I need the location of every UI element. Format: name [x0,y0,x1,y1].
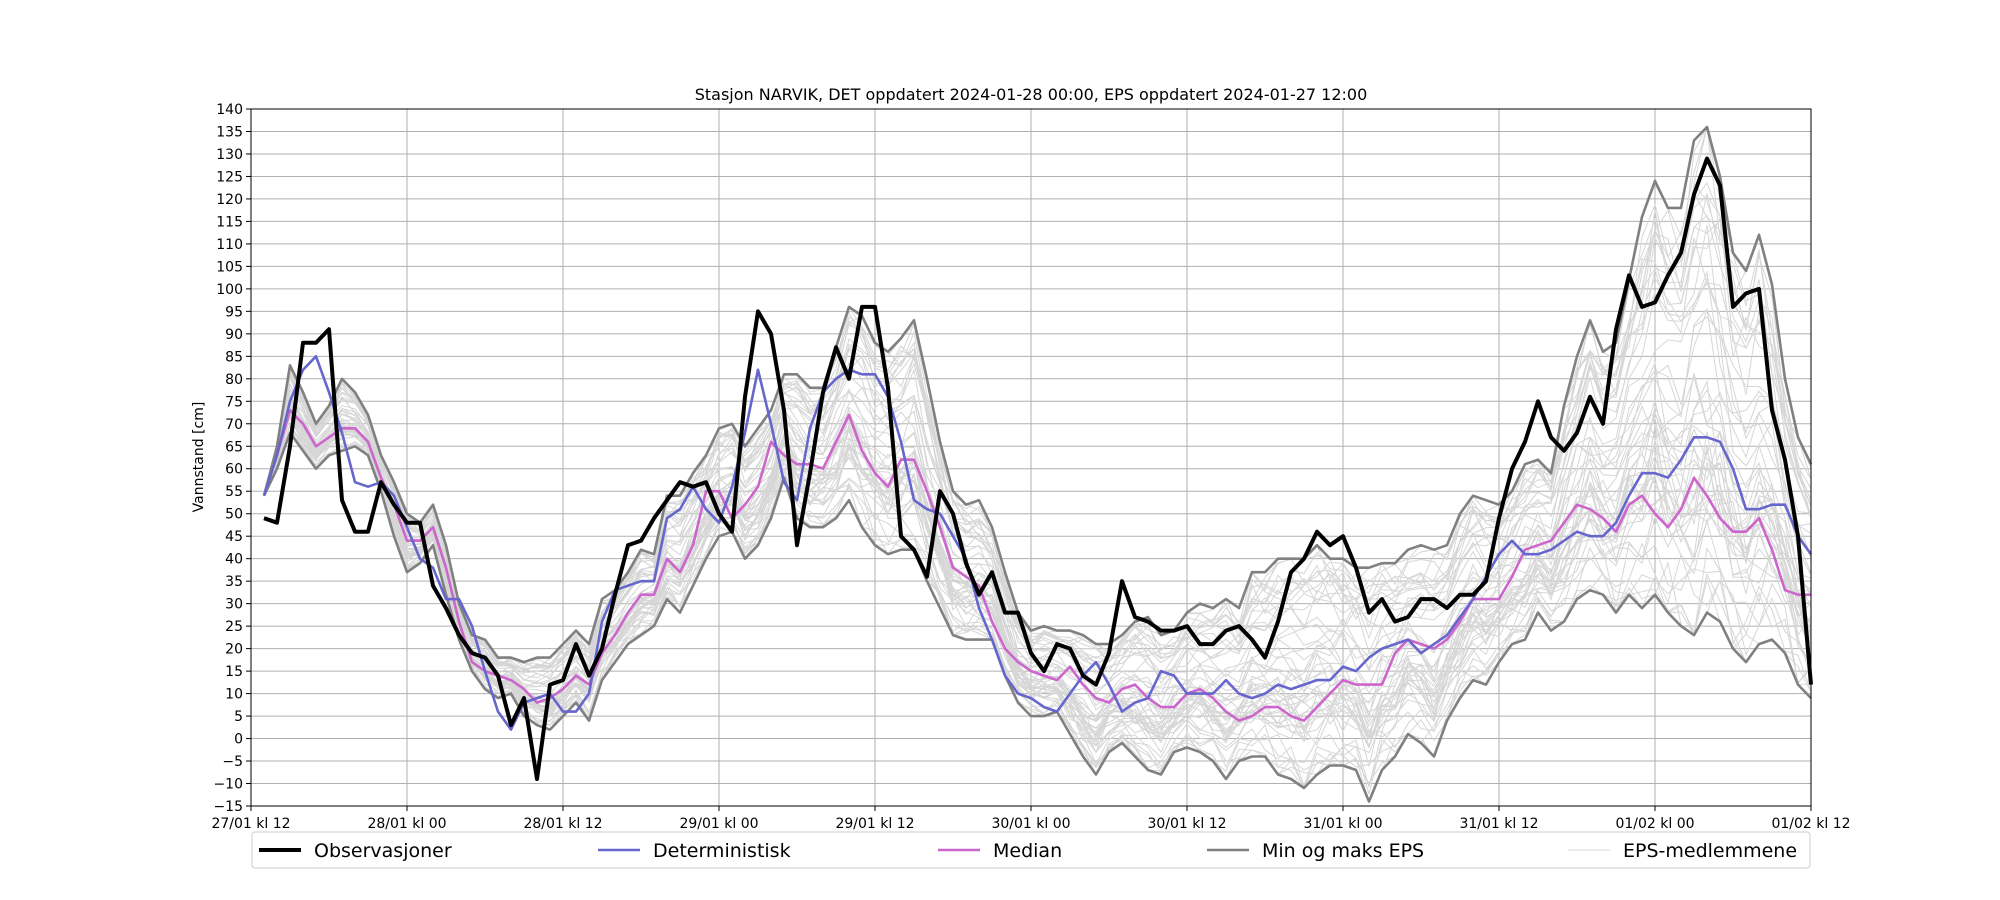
x-tick-label: 27/01 kl 12 [211,816,290,832]
y-tick-label: 35 [225,574,243,590]
eps-member-line [263,219,1812,672]
y-axis-label: Vannstand [cm] [191,402,207,513]
y-tick-label: 45 [225,529,243,545]
y-tick-label: 85 [225,349,243,365]
series-lines [262,125,1813,803]
y-tick-label: 5 [234,709,243,725]
y-tick-label: 120 [216,192,243,208]
x-tick-label: 31/01 kl 00 [1303,816,1382,832]
y-tick-label: 20 [225,642,243,658]
x-tick-label: 01/02 kl 00 [1615,816,1694,832]
x-tick-label: 28/01 kl 00 [367,816,446,832]
eps-member-line [263,224,1812,691]
eps-member-line [263,126,1812,668]
y-tick-label: 25 [225,619,243,635]
y-tick-label: 105 [216,259,243,275]
y-tick-label: 110 [216,237,243,253]
legend-label: EPS-medlemmene [1623,840,1797,862]
y-tick-label: −15 [213,799,243,815]
legend-label: Observasjoner [314,840,452,862]
series-line-min-og-maks-eps [262,431,1812,803]
x-axis-ticks: 27/01 kl 12 28/01 kl 00 28/01 kl 12 29/01 k… [211,806,1851,832]
y-tick-label: 15 [225,664,243,680]
y-tick-label: 60 [225,462,243,478]
legend: Observasjoner Deterministisk Median Min og … [251,831,1811,869]
y-tick-label: 135 [216,124,243,140]
chart-title: Stasjon NARVIK, DET oppdatert 2024-01-28… [695,85,1368,104]
y-tick-label: 30 [225,597,243,613]
eps-member-line [263,379,1812,735]
y-tick-label: 55 [225,484,243,500]
eps-member-line [263,397,1812,721]
y-tick-label: 70 [225,417,243,433]
y-tick-label: 140 [216,102,243,118]
y-tick-label: 125 [216,169,243,185]
eps-member-line [263,192,1812,668]
y-tick-label: 0 [234,732,243,748]
legend-box [251,831,1811,869]
y-tick-label: 40 [225,552,243,568]
series-line-min-og-maks-eps [262,125,1813,664]
x-tick-label: 29/01 kl 12 [835,816,914,832]
y-axis-ticks: −15 −10 −5 0 5 10 15 20 25 30 35 40 45 50 55 60 65 70 75 80… [213,102,251,815]
x-tick-label: 30/01 kl 12 [1147,816,1226,832]
y-tick-label: 95 [225,304,243,320]
x-tick-label: 30/01 kl 00 [991,816,1070,832]
y-tick-label: −10 [213,777,243,793]
y-tick-label: 130 [216,147,243,163]
legend-label: Median [993,840,1062,862]
y-tick-label: 75 [225,394,243,410]
legend-label: Min og maks EPS [1262,840,1424,862]
legend-label: Deterministisk [653,840,791,862]
y-tick-label: 80 [225,372,243,388]
y-tick-label: 65 [225,439,243,455]
y-tick-label: −5 [222,754,243,770]
y-tick-label: 100 [216,282,243,298]
y-tick-label: 90 [225,327,243,343]
x-tick-label: 29/01 kl 00 [679,816,758,832]
x-tick-label: 28/01 kl 12 [523,816,602,832]
x-tick-label: 01/02 kl 12 [1771,816,1850,832]
series-line-observasjoner [263,156,1813,781]
x-tick-label: 31/01 kl 12 [1459,816,1538,832]
series-line-median [262,408,1811,722]
y-tick-label: 115 [216,214,243,230]
y-tick-label: 10 [225,687,243,703]
y-tick-label: 50 [225,507,243,523]
